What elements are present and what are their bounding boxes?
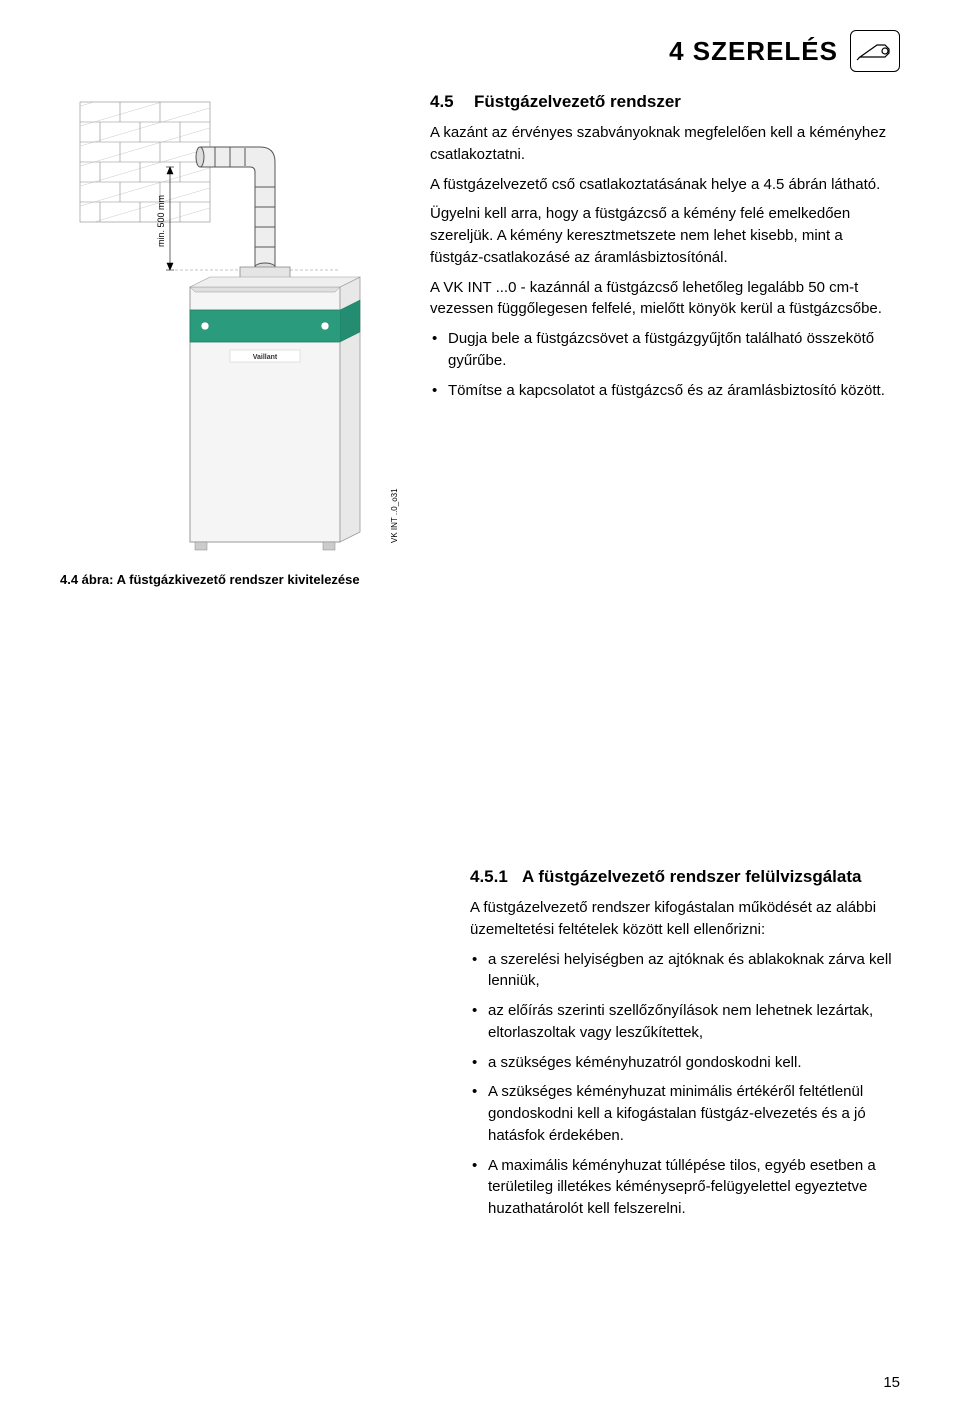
section-451-heading: 4.5.1A füstgázelvezető rendszer felülviz… [470,867,900,887]
page-header: 4 SZERELÉS [60,30,900,72]
section-45-number: 4.5 [430,92,474,112]
section-45-p3: Ügyelni kell arra, hogy a füstgázcső a k… [430,203,900,268]
svg-text:Vaillant: Vaillant [253,354,278,361]
section-45-bullet: Dugja bele a füstgázcsövet a füstgázgyűj… [430,328,900,372]
main-content-row: min. 500 mm Vaillant [60,92,900,587]
section-45-heading: 4.5Füstgázelvezető rendszer [430,92,900,112]
section-451-bullet: a szerelési helyiségben az ajtóknak és a… [470,949,900,993]
section-45-bullet: Tömítse a kapcsolatot a füstgázcső és az… [430,380,900,402]
section-451-bullets: a szerelési helyiségben az ajtóknak és a… [470,949,900,1220]
section-451-intro: A füstgázelvezető rendszer kifogástalan … [470,897,900,941]
figure-side-code: VK INT ..0_o31 [390,488,399,543]
text-column-45: 4.5Füstgázelvezető rendszer A kazánt az … [430,92,900,587]
section-451-title: A füstgázelvezető rendszer felülvizsgála… [522,867,861,886]
section-451: 4.5.1A füstgázelvezető rendszer felülviz… [470,867,900,1220]
section-451-number: 4.5.1 [470,867,522,887]
section-451-bullet: A maximális kéményhuzat túllépése tilos,… [470,1155,900,1220]
section-451-bullet: A szükséges kéményhuzat minimális értéké… [470,1081,900,1146]
figure-column: min. 500 mm Vaillant [60,92,400,587]
chapter-title: 4 SZERELÉS [669,36,838,67]
section-45-p4: A VK INT ...0 - kazánnál a füstgázcső le… [430,277,900,321]
page-number: 15 [883,1374,900,1391]
section-45-bullets: Dugja bele a füstgázcsövet a füstgázgyűj… [430,328,900,401]
section-45-title: Füstgázelvezető rendszer [474,92,681,111]
section-45-p2: A füstgázelvezető cső csatlakoztatásának… [430,174,900,196]
section-451-bullet: az előírás szerinti szellőzőnyílások nem… [470,1000,900,1044]
boiler-figure: min. 500 mm Vaillant [60,92,400,562]
section-451-bullet: a szükséges kéményhuzatról gondoskodni k… [470,1052,900,1074]
figure-caption: 4.4 ábra: A füstgázkivezető rendszer kiv… [60,572,400,587]
min-dimension-label: min. 500 mm [156,195,166,247]
wrench-icon [850,30,900,72]
section-45-p1: A kazánt az érvényes szabványoknak megfe… [430,122,900,166]
